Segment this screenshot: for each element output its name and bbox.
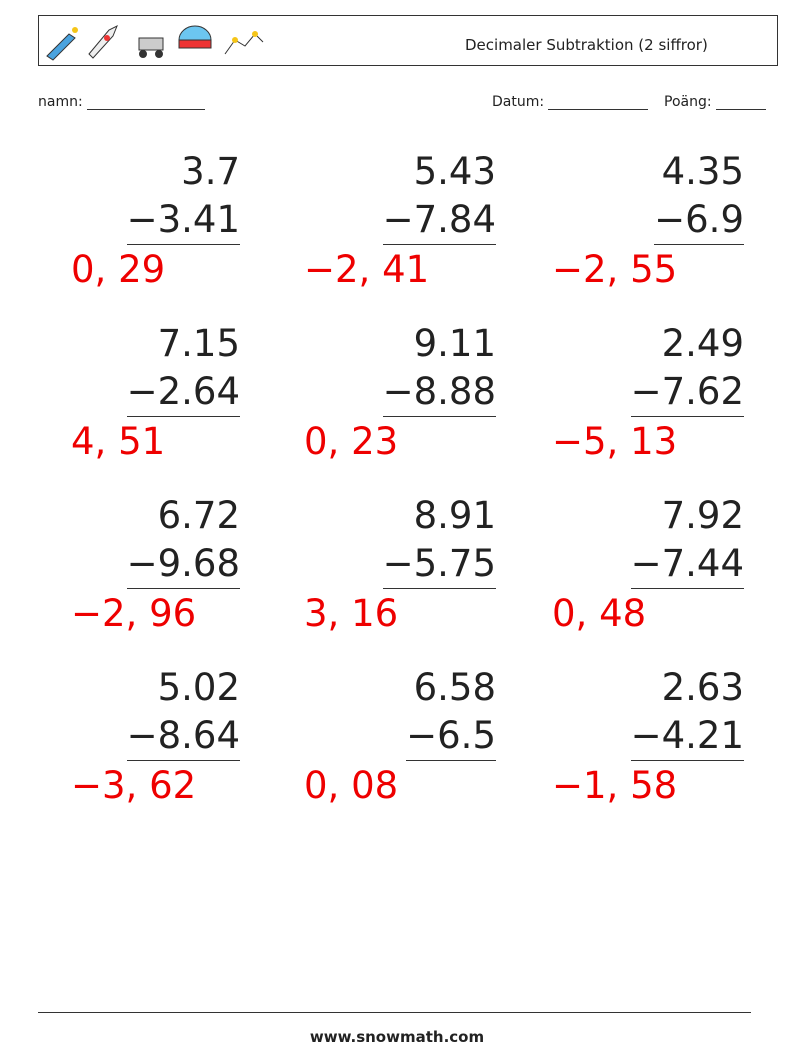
date-field: Datum: bbox=[492, 94, 649, 110]
problem-stack: 2.49 −7.62 bbox=[630, 320, 744, 417]
answer: 4, 51 bbox=[71, 420, 166, 463]
bottom-number: −7.44 bbox=[630, 540, 744, 589]
answer: −2, 96 bbox=[71, 592, 197, 635]
top-number: 7.92 bbox=[661, 494, 744, 537]
problem-stack: 4.35 −6.9 bbox=[654, 148, 744, 245]
top-number: 7.15 bbox=[157, 322, 240, 365]
bottom-number: −6.5 bbox=[406, 712, 496, 761]
answer: −3, 62 bbox=[71, 764, 197, 807]
problem-stack: 3.7 −3.41 bbox=[126, 148, 240, 245]
answer: 0, 23 bbox=[304, 420, 399, 463]
problem: 6.58 −6.5 bbox=[276, 664, 496, 761]
problem-stack: 5.02 −8.64 bbox=[126, 664, 240, 761]
bottom-number: −5.75 bbox=[382, 540, 496, 589]
top-number: 2.49 bbox=[661, 322, 744, 365]
bottom-number: −8.64 bbox=[126, 712, 240, 761]
problem: 2.63 −4.21 bbox=[524, 664, 744, 761]
bottom-number: −3.41 bbox=[126, 196, 240, 245]
answer: −5, 13 bbox=[552, 420, 678, 463]
header-icons bbox=[46, 24, 264, 61]
answer: 0, 29 bbox=[71, 248, 166, 291]
top-number: 2.63 bbox=[661, 666, 744, 709]
top-number: 5.02 bbox=[157, 666, 240, 709]
top-number: 6.72 bbox=[157, 494, 240, 537]
top-number: 5.43 bbox=[413, 150, 496, 193]
bottom-number: −4.21 bbox=[630, 712, 744, 761]
score-label: Poäng: bbox=[664, 94, 712, 110]
problem: 9.11 −8.88 bbox=[276, 320, 496, 417]
answer: 3, 16 bbox=[304, 592, 399, 635]
top-number: 9.11 bbox=[413, 322, 496, 365]
problem-stack: 7.92 −7.44 bbox=[630, 492, 744, 589]
problem: 3.7 −3.41 bbox=[20, 148, 240, 245]
top-number: 4.35 bbox=[661, 150, 744, 193]
problem-stack: 7.15 −2.64 bbox=[126, 320, 240, 417]
problem: 4.35 −6.9 bbox=[524, 148, 744, 245]
header-box bbox=[38, 15, 778, 66]
bottom-number: −6.9 bbox=[654, 196, 744, 245]
top-number: 8.91 bbox=[413, 494, 496, 537]
problem-stack: 5.43 −7.84 bbox=[382, 148, 496, 245]
answer: 0, 48 bbox=[552, 592, 647, 635]
bottom-number: −8.88 bbox=[382, 368, 496, 417]
top-number: 3.7 bbox=[181, 150, 240, 193]
answer: 0, 08 bbox=[304, 764, 399, 807]
problem-stack: 2.63 −4.21 bbox=[630, 664, 744, 761]
problem: 5.43 −7.84 bbox=[276, 148, 496, 245]
footer-line bbox=[38, 1012, 751, 1013]
problem: 6.72 −9.68 bbox=[20, 492, 240, 589]
name-field: namn: bbox=[38, 94, 205, 110]
problem: 5.02 −8.64 bbox=[20, 664, 240, 761]
date-label: Datum: bbox=[492, 94, 545, 110]
problem-stack: 6.58 −6.5 bbox=[406, 664, 496, 761]
problem-stack: 8.91 −5.75 bbox=[382, 492, 496, 589]
problem: 7.92 −7.44 bbox=[524, 492, 744, 589]
problem: 8.91 −5.75 bbox=[276, 492, 496, 589]
score-field: Poäng: bbox=[664, 94, 766, 110]
problem-stack: 6.72 −9.68 bbox=[126, 492, 240, 589]
problem: 7.15 −2.64 bbox=[20, 320, 240, 417]
bottom-number: −9.68 bbox=[126, 540, 240, 589]
answer: −1, 58 bbox=[552, 764, 678, 807]
problem: 2.49 −7.62 bbox=[524, 320, 744, 417]
answer: −2, 41 bbox=[304, 248, 430, 291]
footer-url: www.snowmath.com bbox=[309, 1028, 485, 1046]
problem-stack: 9.11 −8.88 bbox=[382, 320, 496, 417]
bottom-number: −7.84 bbox=[382, 196, 496, 245]
name-label: namn: bbox=[38, 94, 83, 110]
title: Decimaler Subtraktion (2 siffror) bbox=[465, 36, 708, 54]
bottom-number: −7.62 bbox=[630, 368, 744, 417]
top-number: 6.58 bbox=[413, 666, 496, 709]
bottom-number: −2.64 bbox=[126, 368, 240, 417]
answer: −2, 55 bbox=[552, 248, 678, 291]
